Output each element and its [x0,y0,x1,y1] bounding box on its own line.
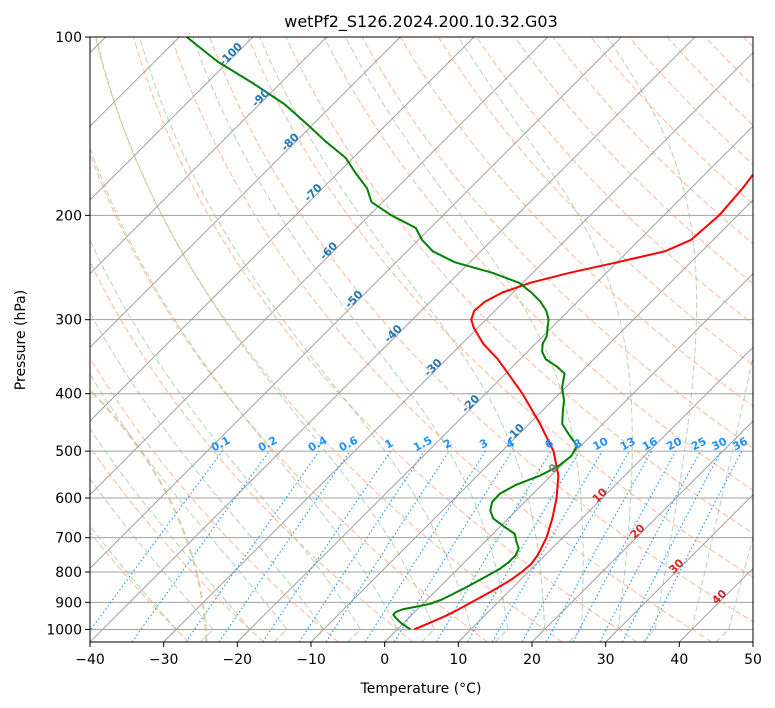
y-tick-label: 800 [55,565,82,581]
dry-adiabat-line [399,37,753,407]
mixing-ratio-label: 13 [618,435,638,454]
mixing-ratio-line [521,450,630,642]
moist-adiabat-line [192,37,509,642]
y-tick-label: 900 [55,595,82,611]
x-tick-label: −10 [296,652,326,668]
mixing-ratio-line [131,450,270,642]
y-tick-label: 200 [55,208,82,224]
dry-adiabat-line [247,37,753,578]
moist-adiabat-line [606,37,698,642]
y-tick-label: 500 [55,444,82,460]
mixing-ratio-line [644,450,743,642]
moist-adiabat-line [95,37,435,642]
x-tick-label: −30 [149,652,179,668]
temperature-profile-line [413,172,753,631]
dry-adiabat-line [90,152,488,642]
dry-adiabat-line [514,37,753,285]
isotherm-line [163,51,753,642]
dry-adiabat-line [94,37,563,642]
sounding-series [186,37,753,631]
mixing-ratio-line [185,450,320,642]
isotherms [90,37,753,642]
plot-area: 0.1 0.2 0.4 0.6 1 1.5 2 3 4 6 8 10 13 16 20 25 30 36-100-… [90,37,753,642]
mixing-ratio-line [572,450,677,642]
x-tick-label: 30 [597,652,615,668]
x-tick-label: 0 [380,652,389,668]
moist-adiabat-line [259,37,546,642]
y-tick-label: 700 [55,531,82,547]
isotherm-line [90,37,254,201]
mixing-ratio-label: 30 [710,435,730,454]
x-tick-label: 10 [449,652,467,668]
dry-adiabat-line [90,356,339,642]
y-tick-label: 300 [55,313,82,329]
isotherm-line [90,37,549,496]
mixing-ratio-line [545,450,653,642]
plot-frame [89,36,754,643]
dry-adiabat-line [209,37,753,623]
pressure-grid [90,37,753,630]
moist-adiabat-line [90,238,362,642]
y-axis-label: Pressure (hPa) [13,290,29,390]
moist-adiabat-line [90,146,398,642]
dewpoint-profile-line [186,37,579,631]
mixing-ratio-label: 16 [640,435,660,454]
x-tick-label: 50 [744,652,762,668]
dry-adiabat-line [285,37,753,535]
dry-adiabat-line [90,531,190,642]
mixing-ratio-line [393,450,513,642]
mixing-ratio-line [298,450,425,642]
x-tick-label: −40 [75,652,105,668]
dry-adiabat-line [132,37,638,642]
mixing-ratio-lines [90,450,743,642]
mixing-ratio-label: 10 [591,434,611,453]
mixing-ratio-label: 20 [664,434,684,453]
isotherm-line [531,420,753,642]
mixing-ratio-line [325,450,450,642]
y-tick-label: 400 [55,387,82,403]
isotherm-line [605,493,753,642]
dry-adiabat-line [90,446,264,642]
moist-adiabat-line [457,37,633,642]
isotherm-line [90,37,696,642]
isotherm-line [90,37,401,349]
y-axis-ticks: 100 200 300 400 500 600 700 800 900 1000 [46,30,90,638]
x-axis-ticks: −40 −30 −20 −10 0 10 20 30 40 50 [75,642,762,668]
mixing-ratio-label: 25 [689,435,709,454]
isotherm-line [90,37,622,570]
mixing-ratio-line [262,450,392,642]
y-tick-label: 1000 [46,622,82,638]
moist-adiabat-line [344,37,584,642]
isotherm-line [90,37,328,275]
isotherm-line [384,272,753,642]
moist-adiabat-line [678,353,753,642]
x-tick-label: 20 [523,652,541,668]
mixing-ratio-label: 36 [730,435,750,454]
mixing-ratio-line [218,450,351,642]
moist-adiabat-line [90,373,288,642]
y-tick-label: 100 [55,30,82,46]
moist-adiabat-line [90,311,325,642]
y-tick-label: 600 [55,491,82,507]
isotherm-line [236,125,753,642]
isotherm-line [310,199,753,642]
chart-title: wetPf2_S126.2024.200.10.32.G03 [284,12,558,32]
isotherm-line [457,346,753,642]
moist-adiabat-line [715,535,753,642]
dry-adiabat-line [437,37,753,366]
x-tick-label: 40 [670,652,688,668]
mixing-ratio-line [90,450,223,632]
isotherm-line [90,37,475,422]
x-tick-label: −20 [223,652,253,668]
dry-adiabat-line [361,37,753,449]
x-axis-label: Temperature (°C) [360,681,482,697]
